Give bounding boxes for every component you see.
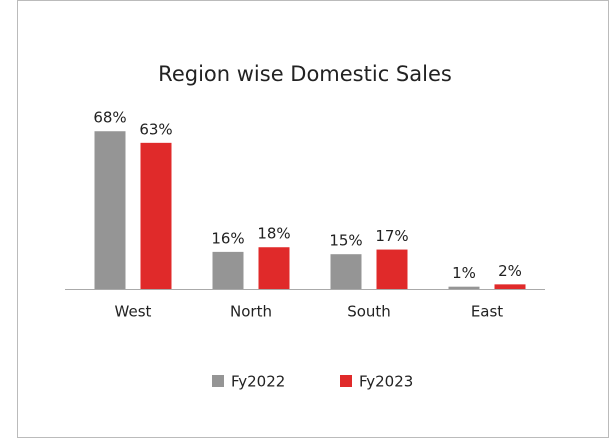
bar bbox=[140, 142, 172, 289]
value-label: 18% bbox=[257, 225, 290, 243]
legend-swatch bbox=[212, 375, 224, 387]
value-label: 2% bbox=[498, 262, 522, 280]
value-label: 17% bbox=[375, 227, 408, 245]
bar bbox=[330, 254, 362, 289]
legend-swatch bbox=[340, 375, 352, 387]
bar bbox=[376, 249, 408, 289]
chart-title: Region wise Domestic Sales bbox=[158, 62, 452, 86]
value-label: 16% bbox=[211, 229, 244, 247]
bar bbox=[448, 286, 480, 289]
bar bbox=[212, 251, 244, 289]
value-label: 68% bbox=[93, 109, 126, 127]
x-tick-label: North bbox=[230, 303, 272, 321]
legend-label: Fy2022 bbox=[231, 373, 285, 391]
x-tick-label: South bbox=[347, 303, 391, 321]
legend-label: Fy2023 bbox=[359, 373, 413, 391]
bar bbox=[258, 247, 290, 289]
value-label: 63% bbox=[139, 120, 172, 138]
x-tick-label: West bbox=[115, 303, 152, 321]
value-label: 15% bbox=[329, 232, 362, 250]
x-tick-label: East bbox=[471, 303, 503, 321]
bar bbox=[94, 131, 126, 289]
value-label: 1% bbox=[452, 264, 476, 282]
bar bbox=[494, 284, 526, 289]
